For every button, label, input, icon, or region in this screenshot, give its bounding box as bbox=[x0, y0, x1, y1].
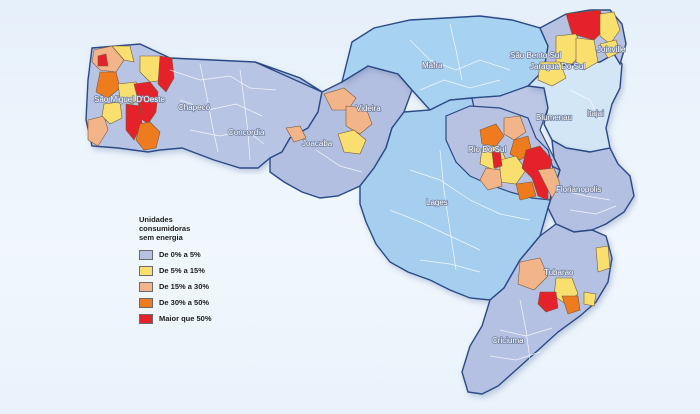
city-videira: Videira bbox=[356, 104, 381, 113]
city-joinville: Joinville bbox=[597, 45, 626, 54]
city-itajai: Itajai bbox=[587, 109, 604, 118]
legend-swatch-15-30 bbox=[139, 281, 153, 292]
legend-label-15-30: De 15% a 30% bbox=[159, 282, 210, 291]
city-sao-miguel-do-oeste: São Miguel D'Oeste bbox=[94, 95, 165, 104]
legend-title: Unidades consumidoras sem energia bbox=[139, 215, 259, 242]
city-lages: Lages bbox=[426, 198, 448, 207]
city-florianopolis: Florianopolis bbox=[556, 185, 601, 194]
map-legend: Unidades consumidoras sem energia De 0% … bbox=[139, 215, 259, 327]
region-sul bbox=[461, 223, 613, 395]
highlight-tubarao bbox=[517, 245, 611, 315]
legend-label-5-15: De 5% a 15% bbox=[159, 266, 205, 275]
legend-swatch-50-plus bbox=[139, 313, 153, 324]
highlight-norte bbox=[537, 9, 621, 87]
legend-label-30-50: De 30% a 50% bbox=[159, 298, 210, 307]
legend-item-5-15: De 5% a 15% bbox=[139, 263, 259, 278]
legend-item-30-50: De 30% a 50% bbox=[139, 295, 259, 310]
highlight-west bbox=[87, 45, 175, 151]
city-rio-do-sul: Rio Do Sul bbox=[468, 145, 506, 154]
legend-item-50-plus: Maior que 50% bbox=[139, 311, 259, 326]
city-blumenau: Blumenau bbox=[536, 113, 572, 122]
legend-item-0-5: De 0% a 5% bbox=[139, 247, 259, 262]
city-sao-bento-do-sul: São Bento Sul bbox=[510, 51, 561, 60]
legend-swatch-0-5 bbox=[139, 249, 153, 260]
municipal-borders bbox=[169, 23, 617, 361]
legend-swatch-5-15 bbox=[139, 265, 153, 276]
highlight-videira bbox=[285, 87, 373, 155]
city-labels: São Miguel D'Oeste Chapecó Concordia Joa… bbox=[93, 44, 627, 346]
legend-label-50-plus: Maior que 50% bbox=[159, 314, 212, 323]
city-joacaba: Joacaba bbox=[302, 139, 333, 148]
city-tubarao: Tubarao bbox=[544, 268, 574, 277]
legend-title-line3: sem energia bbox=[139, 233, 183, 242]
legend-title-line1: Unidades bbox=[139, 215, 173, 224]
city-chapeco: Chapecó bbox=[178, 103, 211, 112]
legend-swatch-30-50 bbox=[139, 297, 153, 308]
legend-title-line2: consumidoras bbox=[139, 224, 191, 233]
city-jaragua-do-sul: Jaragua Do Sul bbox=[530, 62, 585, 71]
city-concordia: Concordia bbox=[228, 128, 265, 137]
city-criciuma: Criciuma bbox=[492, 336, 524, 345]
legend-label-0-5: De 0% a 5% bbox=[159, 250, 201, 259]
highlight-rio-do-sul bbox=[479, 115, 561, 201]
city-mafra: Mafra bbox=[422, 61, 443, 70]
legend-item-15-30: De 15% a 30% bbox=[139, 279, 259, 294]
